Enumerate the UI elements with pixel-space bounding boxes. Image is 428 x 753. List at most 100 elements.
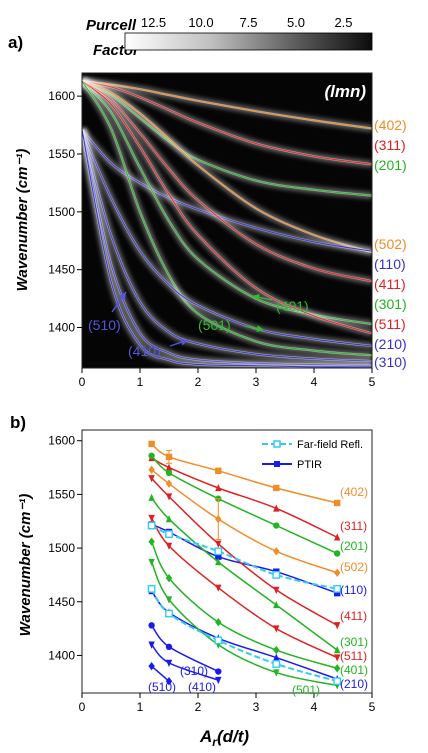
- point-far-field-refl-14-2: [214, 547, 223, 556]
- point-201-2-4: [334, 550, 341, 557]
- colorbar-gradient: [124, 32, 373, 51]
- panel-b-xtick-1: 1: [137, 700, 144, 714]
- point-401-8-3: [273, 645, 280, 655]
- panel-b-axes: 0 1 2 3 4 5 1600 1550 1500 1450 1400: [48, 434, 375, 714]
- panel-a-annotation-401: (401): [276, 298, 309, 314]
- panel-a-arrowhead-410: [180, 338, 188, 346]
- point-501-10-0: [148, 558, 155, 567]
- panel-a-label-210: (210): [374, 336, 407, 352]
- panel-a-ytick-1500: 1500: [48, 205, 75, 219]
- curve-311: [82, 80, 372, 165]
- point-301-6-3: [273, 600, 280, 609]
- point-far-field-refl-15-2: [214, 636, 223, 645]
- curve-511: [82, 80, 372, 334]
- point-far-field-refl-15-0: [147, 584, 156, 593]
- point-311-1-1: [165, 463, 173, 471]
- point-210-9-3: [273, 653, 280, 661]
- panel-a-ylabel: Wavenumber (cm⁻¹): [14, 149, 31, 292]
- point-301-6-4: [334, 646, 341, 654]
- point-511-7-0: [148, 514, 155, 523]
- panel-b-label-210: (210): [340, 677, 368, 691]
- point-311-1-2: [215, 483, 222, 492]
- point-301-6-1: [165, 515, 173, 523]
- point-510-13-1: [165, 676, 173, 686]
- point-311-1-4: [334, 533, 341, 541]
- panel-b-xtick-5: 5: [369, 700, 376, 714]
- panel-a-label-511: (511): [374, 316, 406, 332]
- panel-b-inner-label-310: (310): [180, 664, 208, 678]
- point-410-12-2: [215, 676, 222, 685]
- point-411-5-4: [334, 622, 341, 630]
- panel-b-ytick-1550: 1550: [48, 487, 75, 501]
- colorbar-tick-2-5: 2.5: [334, 15, 352, 30]
- panel-a-label-110: (110): [374, 256, 406, 272]
- panel-a-label-201: (201): [374, 157, 407, 173]
- panel-a-xtick-3: 3: [253, 375, 260, 389]
- panel-a-xtick-0: 0: [79, 375, 86, 389]
- panel-b-ytick-1600: 1600: [48, 434, 75, 448]
- point-410-12-0: [148, 641, 155, 649]
- point-510-13-0: [148, 661, 155, 671]
- panel-a-ytick-1450: 1450: [48, 263, 75, 277]
- point-310-11-1: [165, 643, 173, 651]
- point-511-7-2: [215, 584, 222, 592]
- point-310-11-0: [148, 622, 155, 629]
- panel-a-arrowhead-501: [256, 325, 264, 333]
- panel-b-xtick-4: 4: [311, 700, 318, 714]
- legend-far-field-marker: [273, 440, 281, 448]
- panel-b-label-411: (411): [340, 609, 367, 623]
- curve-210: [82, 129, 372, 347]
- legend-ptir-text: PTIR: [297, 459, 322, 471]
- curve-502: [82, 80, 372, 253]
- point-201-2-1: [165, 469, 173, 477]
- curve-310: [82, 129, 372, 362]
- panel-b-ytick-1400: 1400: [48, 648, 75, 662]
- point-502-3-0: [148, 465, 155, 474]
- point-502-3-1: [165, 479, 173, 488]
- panel-b-inner-label-410: (410): [188, 680, 216, 694]
- panel-b-inner-label-501: (501): [292, 683, 320, 697]
- legend-far-field-text: Far-field Refl.: [297, 439, 363, 451]
- point-301-6-2: [215, 558, 222, 566]
- panel-b-right-labels: (402) (311) (201) (502) (110) (411) (301)(511)…: [340, 485, 368, 691]
- point-402-0-3: [273, 484, 280, 492]
- point-far-field-refl-15-1: [165, 609, 173, 618]
- panel-b-label-402: (402): [340, 485, 368, 499]
- panel-b-label-511: (511): [340, 649, 367, 663]
- point-far-field-refl-14-0: [147, 521, 156, 530]
- panel-a-label-411: (411): [374, 276, 406, 292]
- panel-a-ytick-1400: 1400: [48, 321, 75, 335]
- point-511-7-3: [273, 625, 280, 633]
- panel-a-label-502: (502): [374, 236, 407, 252]
- colorbar-tick-5-0: 5.0: [287, 15, 305, 30]
- point-501-10-3: [273, 669, 280, 677]
- point-501-10-1: [165, 596, 173, 604]
- curve-110: [82, 129, 372, 252]
- legend-ptir-marker: [274, 461, 280, 467]
- panel-b-label-301: (301): [340, 635, 368, 649]
- panel-b-ytick-1500: 1500: [48, 541, 75, 555]
- point-310-11-2: [215, 668, 222, 675]
- series-line-far-field-refl-14: [151, 524, 338, 590]
- panel-a-tag: a): [8, 33, 23, 52]
- panel-a-xtick-4: 4: [311, 375, 318, 389]
- point-402-0-0: [148, 440, 155, 448]
- point-511-7-1: [165, 542, 173, 550]
- point-401-8-1: [165, 573, 173, 583]
- panel-a-label-310: (310): [374, 354, 407, 370]
- panel-a-ytick-1600: 1600: [48, 89, 75, 103]
- point-far-field-refl-14-4: [333, 584, 342, 593]
- panel-a-frame: [81, 72, 373, 369]
- legend: Far-field Refl. PTIR: [262, 439, 363, 471]
- panel-b-series: [147, 440, 342, 690]
- panel-b-label-311: (311): [340, 519, 367, 533]
- panel-b-label-201: (201): [340, 539, 368, 553]
- panel-a-arrowhead-510: [119, 292, 126, 300]
- colorbar-tick-12-5: 12.5: [141, 15, 166, 30]
- point-502-3-4: [334, 568, 341, 577]
- point-411-5-3: [273, 586, 280, 594]
- panel-b-xtick-3: 3: [253, 700, 260, 714]
- colorbar-ticks: 12.5 10.0 7.5 5.0 2.5: [141, 15, 353, 30]
- point-401-8-4: [334, 664, 341, 673]
- curve-510: [82, 129, 372, 368]
